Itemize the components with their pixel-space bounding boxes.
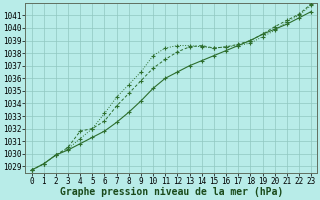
X-axis label: Graphe pression niveau de la mer (hPa): Graphe pression niveau de la mer (hPa) (60, 187, 283, 197)
